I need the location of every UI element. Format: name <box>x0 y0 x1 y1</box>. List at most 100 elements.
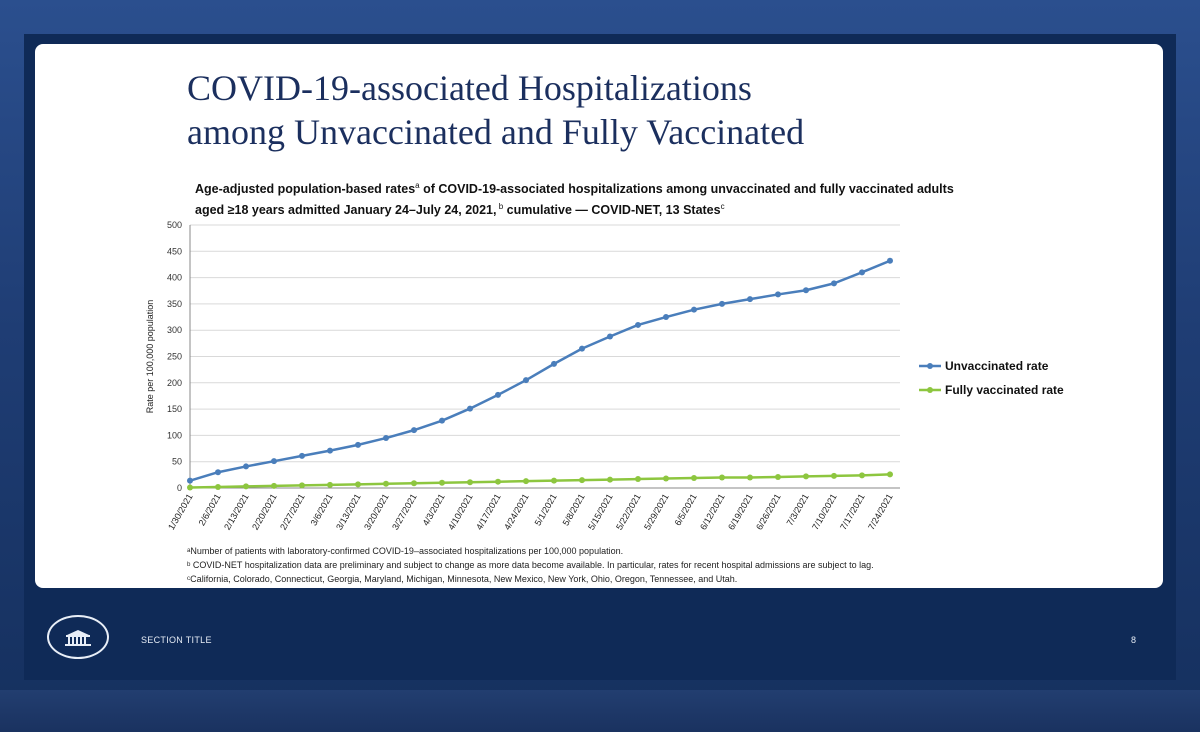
subtitle-sup-a: a <box>415 181 420 190</box>
data-point <box>719 300 725 307</box>
line-chart: 0 50 100 150 200 250 300 350 400 450 500 Rate per 1… <box>145 220 1064 532</box>
page-number: 8 <box>1130 635 1136 645</box>
subtitle-part-a: Age-adjusted population-based rates <box>195 182 416 197</box>
x-tick-label: 2/20/2021 <box>250 492 279 532</box>
data-point <box>215 469 221 476</box>
data-point <box>551 477 557 484</box>
data-point <box>803 473 809 480</box>
x-tick-label: 2/27/2021 <box>278 492 307 532</box>
data-point <box>579 477 585 484</box>
data-point <box>579 345 585 352</box>
y-tick-label: 100 <box>167 430 182 440</box>
legend-label: Fully vaccinated rate <box>945 383 1064 397</box>
data-point <box>271 458 277 465</box>
x-tick-label: 5/15/2021 <box>586 492 615 532</box>
x-tick-label: 4/10/2021 <box>446 492 475 532</box>
y-tick-label: 450 <box>167 246 182 256</box>
x-tick-label: 1/30/2021 <box>166 492 195 532</box>
data-point <box>523 478 529 485</box>
x-tick-label: 5/1/2021 <box>533 492 559 527</box>
data-point <box>663 475 669 482</box>
subtitle-part-b: of COVID-19-associated hospitalizations … <box>195 182 954 218</box>
data-point <box>635 321 641 328</box>
data-point <box>887 257 893 264</box>
data-point <box>439 479 445 486</box>
y-tick-label: 250 <box>167 352 182 362</box>
data-point <box>411 480 417 487</box>
y-tick-label: 500 <box>167 220 182 230</box>
data-point <box>691 475 697 482</box>
x-tick-label: 2/6/2021 <box>197 492 223 527</box>
x-tick-label: 3/20/2021 <box>362 492 391 532</box>
x-tick-label: 4/3/2021 <box>421 492 447 527</box>
data-point <box>775 291 781 298</box>
data-point <box>243 463 249 470</box>
y-tick-label: 50 <box>172 457 182 467</box>
title-line-2: among Unvaccinated and Fully Vaccinated <box>187 112 805 152</box>
data-point <box>327 447 333 454</box>
x-tick-label: 7/17/2021 <box>838 492 867 532</box>
data-point <box>187 484 193 491</box>
data-point <box>411 427 417 434</box>
y-axis-label: Rate per 100,000 population <box>145 300 155 414</box>
data-point <box>831 472 837 479</box>
legend-label: Unvaccinated rate <box>945 359 1049 373</box>
y-tick-label: 0 <box>177 483 182 493</box>
data-point <box>299 482 305 489</box>
white-house-icon <box>65 630 91 646</box>
x-tick-label: 6/12/2021 <box>698 492 727 532</box>
data-point <box>747 296 753 303</box>
data-point <box>355 481 361 488</box>
y-tick-label: 150 <box>167 404 182 414</box>
subtitle-sup-c: c <box>720 202 725 212</box>
x-tick-label: 7/3/2021 <box>785 492 811 527</box>
x-tick-label: 6/5/2021 <box>673 492 699 527</box>
x-tick-label: 4/17/2021 <box>474 492 503 532</box>
chart-subtitle: Age-adjusted population-based ratesa of … <box>195 177 975 219</box>
x-tick-label: 6/26/2021 <box>754 492 783 532</box>
x-tick-label: 2/13/2021 <box>222 492 251 532</box>
x-tick-label: 7/10/2021 <box>810 492 839 532</box>
data-point <box>327 481 333 488</box>
data-point <box>243 483 249 490</box>
series-line-1 <box>189 473 891 489</box>
data-point <box>887 471 893 478</box>
x-tick-label: 3/27/2021 <box>390 492 419 532</box>
title-line-1: COVID-19-associated Hospitalizations <box>187 68 752 108</box>
x-tick-label: 5/29/2021 <box>642 492 671 532</box>
data-point <box>607 476 613 483</box>
x-tick-label: 3/6/2021 <box>309 492 335 527</box>
white-house-seal-icon <box>47 615 109 659</box>
data-point <box>467 479 473 486</box>
data-point <box>663 314 669 321</box>
data-point <box>215 483 221 490</box>
data-point <box>803 287 809 294</box>
footnote-c: ᶜCalifornia, Colorado, Connecticut, Geor… <box>187 574 738 584</box>
x-tick-label: 6/19/2021 <box>726 492 755 532</box>
data-point <box>383 480 389 487</box>
footnote-a: ᵃNumber of patients with laboratory-conf… <box>187 546 624 556</box>
subtitle-part-c: cumulative — COVID-NET, 13 States <box>503 203 721 218</box>
data-point <box>859 472 865 479</box>
data-point <box>495 391 501 398</box>
data-point <box>495 478 501 485</box>
legend-swatch-marker <box>927 387 933 393</box>
data-point <box>523 377 529 384</box>
legend-swatch-marker <box>927 363 933 369</box>
x-tick-label: 5/22/2021 <box>614 492 643 532</box>
data-point <box>299 452 305 459</box>
data-point <box>859 269 865 276</box>
series-line-0 <box>189 259 891 482</box>
data-point <box>187 477 193 484</box>
data-point <box>775 473 781 480</box>
slide-title: COVID-19-associated Hospitalizations amo… <box>187 66 804 154</box>
data-point <box>467 405 473 412</box>
background-skyline-band <box>0 690 1200 732</box>
x-tick-label: 7/24/2021 <box>866 492 895 532</box>
section-title: SECTION TITLE <box>141 635 212 645</box>
y-tick-label: 400 <box>167 273 182 283</box>
data-point <box>355 441 361 448</box>
slide-footer: SECTION TITLE 8 <box>24 595 1176 680</box>
data-point <box>719 474 725 481</box>
y-tick-label: 200 <box>167 378 182 388</box>
